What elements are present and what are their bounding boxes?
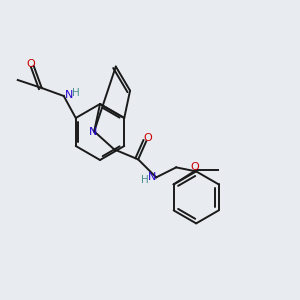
Text: N: N [89,128,98,137]
Text: N: N [148,172,156,182]
Text: O: O [144,134,153,143]
Text: H: H [72,88,80,98]
Text: H: H [141,176,149,185]
Text: O: O [26,59,35,69]
Text: N: N [64,90,73,100]
Text: O: O [190,162,199,172]
